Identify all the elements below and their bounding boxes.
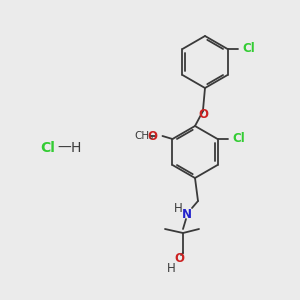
- Text: O: O: [174, 251, 184, 265]
- Text: H: H: [71, 141, 81, 155]
- Text: Cl: Cl: [232, 133, 245, 146]
- Text: H: H: [167, 262, 176, 275]
- Text: O: O: [148, 130, 158, 142]
- Text: Cl: Cl: [40, 141, 56, 155]
- Text: N: N: [182, 208, 192, 221]
- Text: H: H: [174, 202, 182, 215]
- Text: CH₃: CH₃: [135, 131, 154, 141]
- Text: O: O: [198, 109, 208, 122]
- Text: Cl: Cl: [242, 43, 255, 56]
- Text: —: —: [57, 141, 71, 155]
